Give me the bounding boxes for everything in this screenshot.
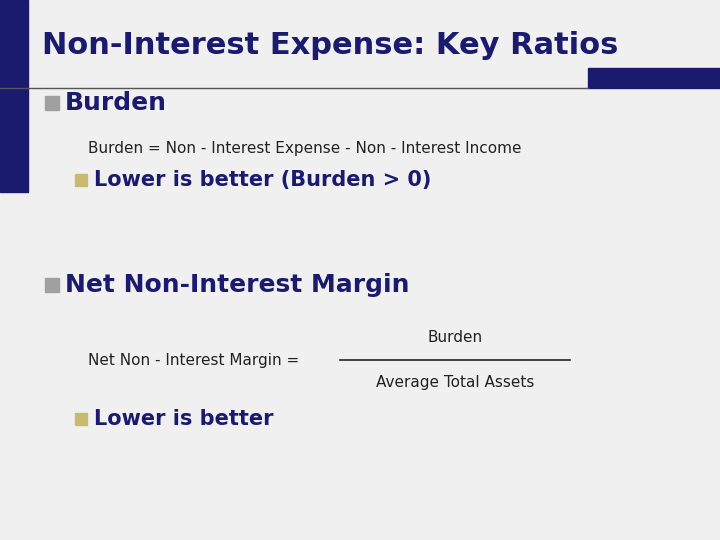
Text: Lower is better: Lower is better [94, 409, 274, 429]
Text: Net Non-Interest Margin: Net Non-Interest Margin [65, 273, 410, 297]
Text: Non-Interest Expense: Key Ratios: Non-Interest Expense: Key Ratios [42, 30, 618, 59]
Bar [75, 413, 87, 425]
Bar [0, 0, 28, 192]
Bar [45, 278, 59, 292]
Text: Net Non - Interest Margin =: Net Non - Interest Margin = [88, 353, 304, 368]
Text: Average Total Assets: Average Total Assets [376, 375, 534, 389]
Bar [45, 96, 59, 110]
Text: Burden: Burden [428, 330, 482, 346]
Text: Lower is better (Burden > 0): Lower is better (Burden > 0) [94, 170, 431, 190]
Bar [75, 174, 87, 186]
Text: Burden = Non - Interest Expense - Non - Interest Income: Burden = Non - Interest Expense - Non - … [88, 140, 521, 156]
Text: Burden: Burden [65, 91, 167, 115]
Bar [588, 68, 720, 88]
